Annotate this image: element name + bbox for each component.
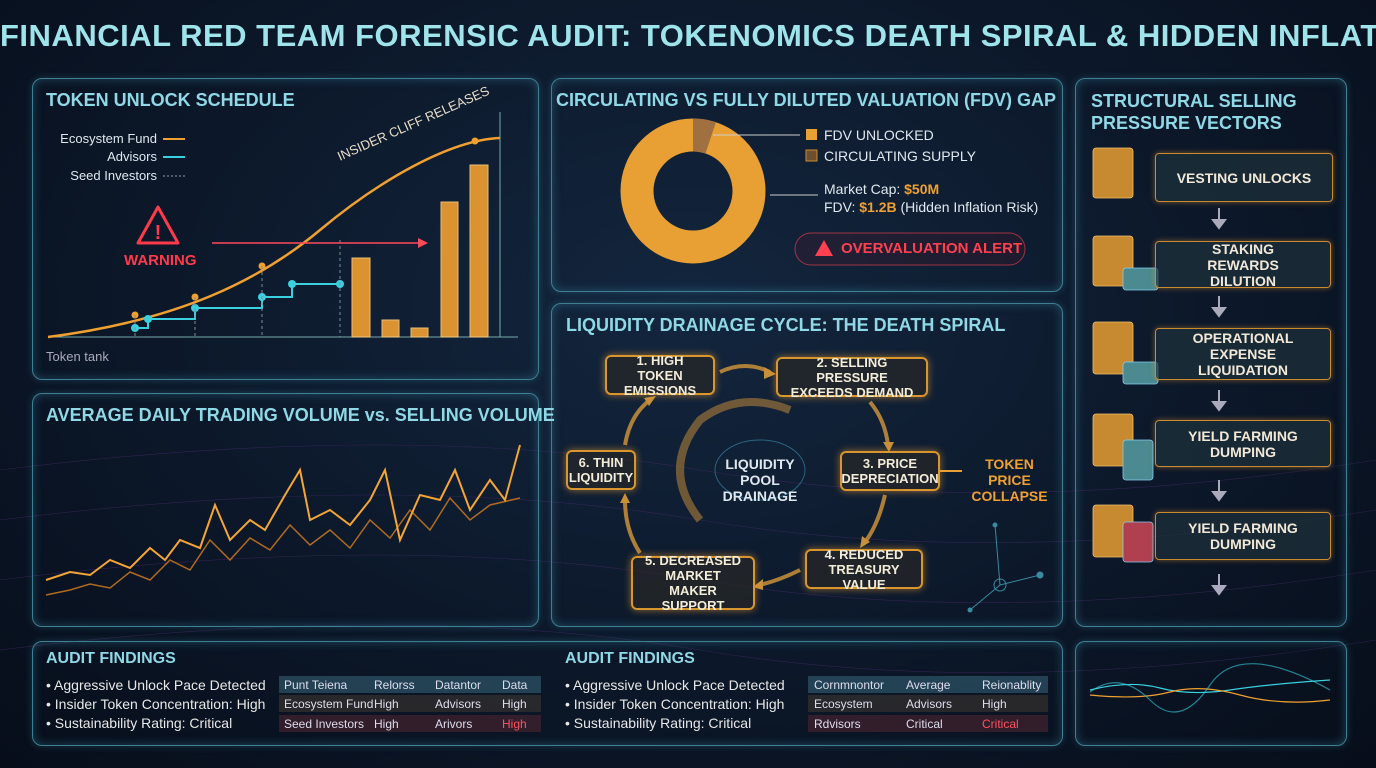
table-cell: Critical xyxy=(906,717,943,731)
panel xyxy=(551,303,1063,627)
bullet-text: Aggressive Unlock Pace Detected xyxy=(573,677,785,693)
panel xyxy=(32,393,539,627)
bullet: • Sustainability Rating: Critical xyxy=(565,715,752,731)
table-cell: Seed Investors xyxy=(284,717,365,731)
table-header: Relorss xyxy=(374,678,415,692)
value: $1.2B xyxy=(859,199,897,215)
legend-label: CIRCULATING SUPPLY xyxy=(824,148,976,164)
table-cell: Critical xyxy=(982,717,1019,731)
table-cell: High xyxy=(502,697,527,711)
cycle-step: 5. DECREASED MARKET MAKER SUPPORT xyxy=(631,553,755,613)
table-cell: High xyxy=(374,717,399,731)
panel xyxy=(32,641,1063,746)
svg-text:!: ! xyxy=(155,222,162,244)
table-cell: Ecosystem xyxy=(814,697,873,711)
table-row-bg xyxy=(279,695,541,712)
step: STAKING REWARDS DILUTION xyxy=(1155,241,1331,289)
center-label: LIQUIDITY POOL DRAINAGE xyxy=(722,456,798,504)
bullet-text: Aggressive Unlock Pace Detected xyxy=(54,677,266,693)
cycle-step: 3. PRICE DEPRECIATION xyxy=(840,451,940,491)
step: YIELD FARMING DUMPING xyxy=(1155,512,1331,560)
step: VESTING UNLOCKS xyxy=(1155,153,1333,202)
legend-label: FDV UNLOCKED xyxy=(824,127,934,143)
label: Market Cap: xyxy=(824,181,901,197)
outcome: TOKEN PRICE COLLAPSE xyxy=(971,456,1048,504)
table-cell: Advisors xyxy=(906,697,953,711)
label: FDV: xyxy=(824,199,856,215)
table-cell: High xyxy=(982,697,1007,711)
panel xyxy=(551,78,1063,292)
step: YIELD FARMING DUMPING xyxy=(1155,420,1331,467)
legend-label: Advisors xyxy=(107,149,157,164)
table-header: Cornmnontor xyxy=(814,678,885,692)
table-row-bg xyxy=(808,695,1048,712)
panel-title: AVERAGE DAILY TRADING VOLUME vs. SELLING… xyxy=(46,405,555,425)
panel xyxy=(1075,641,1347,746)
bullet: • Sustainability Rating: Critical xyxy=(46,715,233,731)
bullet-text: Insider Token Concentration: High xyxy=(573,696,785,712)
table-cell: Rdvisors xyxy=(814,717,861,731)
table-cell: Ecosystem Fund xyxy=(284,697,374,711)
table-row-bg xyxy=(808,715,1048,732)
panel-title: LIQUIDITY DRAINAGE CYCLE: THE DEATH SPIR… xyxy=(566,315,1006,335)
section-title: AUDIT FINDINGS xyxy=(46,650,176,667)
table-header: Punt Teiena xyxy=(284,678,348,692)
bullet: • Insider Token Concentration: High xyxy=(46,696,266,712)
table-cell: High xyxy=(502,717,527,731)
note: (Hidden Inflation Risk) xyxy=(900,199,1039,215)
alert: OVERVALUATION ALERT xyxy=(841,240,1023,257)
bullet-text: Sustainability Rating: Critical xyxy=(573,715,752,731)
axis-label: Token tank xyxy=(46,349,109,364)
bullet-text: Insider Token Concentration: High xyxy=(54,696,266,712)
cycle-step: 4. REDUCED TREASURY VALUE xyxy=(805,547,923,592)
table-header-bg xyxy=(808,676,1048,693)
panel xyxy=(1075,78,1347,627)
page-title: FINANCIAL RED TEAM FORENSIC AUDIT: TOKEN… xyxy=(0,18,1376,53)
panel-title: CIRCULATING VS FULLY DILUTED VALUATION (… xyxy=(556,90,1056,110)
legend-label: Seed Investors xyxy=(70,168,157,183)
panel-title: TOKEN UNLOCK SCHEDULE xyxy=(46,90,295,110)
table-header: Reionablity xyxy=(982,678,1042,692)
value: $50M xyxy=(904,181,940,197)
table-cell: High xyxy=(374,697,399,711)
step: OPERATIONAL EXPENSE LIQUIDATION xyxy=(1155,328,1331,380)
legend-label: Ecosystem Fund xyxy=(60,131,157,146)
cycle-step: 2. SELLING PRESSURE EXCEEDS DEMAND xyxy=(776,355,928,400)
cycle-step: 6. THIN LIQUIDITY xyxy=(566,450,636,490)
bullet: • Aggressive Unlock Pace Detected xyxy=(46,677,266,693)
table-header: Datantor xyxy=(435,678,482,692)
table-header: Average xyxy=(906,678,951,692)
table-cell: Arivors xyxy=(435,717,473,731)
table-row-bg xyxy=(279,715,541,732)
cycle-step: 1. HIGH TOKEN EMISSIONS xyxy=(605,353,715,398)
bullet: • Aggressive Unlock Pace Detected xyxy=(565,677,785,693)
panel xyxy=(32,78,539,380)
warning: WARNING xyxy=(124,252,197,269)
bullet: • Insider Token Concentration: High xyxy=(565,696,785,712)
table-header-bg xyxy=(279,676,541,693)
bullet-text: Sustainability Rating: Critical xyxy=(54,715,233,731)
table-cell: Advisors xyxy=(435,697,482,711)
panel-title: STRUCTURAL SELLING PRESSURE VECTORS xyxy=(1091,91,1297,133)
table-header: Data xyxy=(502,678,528,692)
section-title: AUDIT FINDINGS xyxy=(565,650,695,667)
